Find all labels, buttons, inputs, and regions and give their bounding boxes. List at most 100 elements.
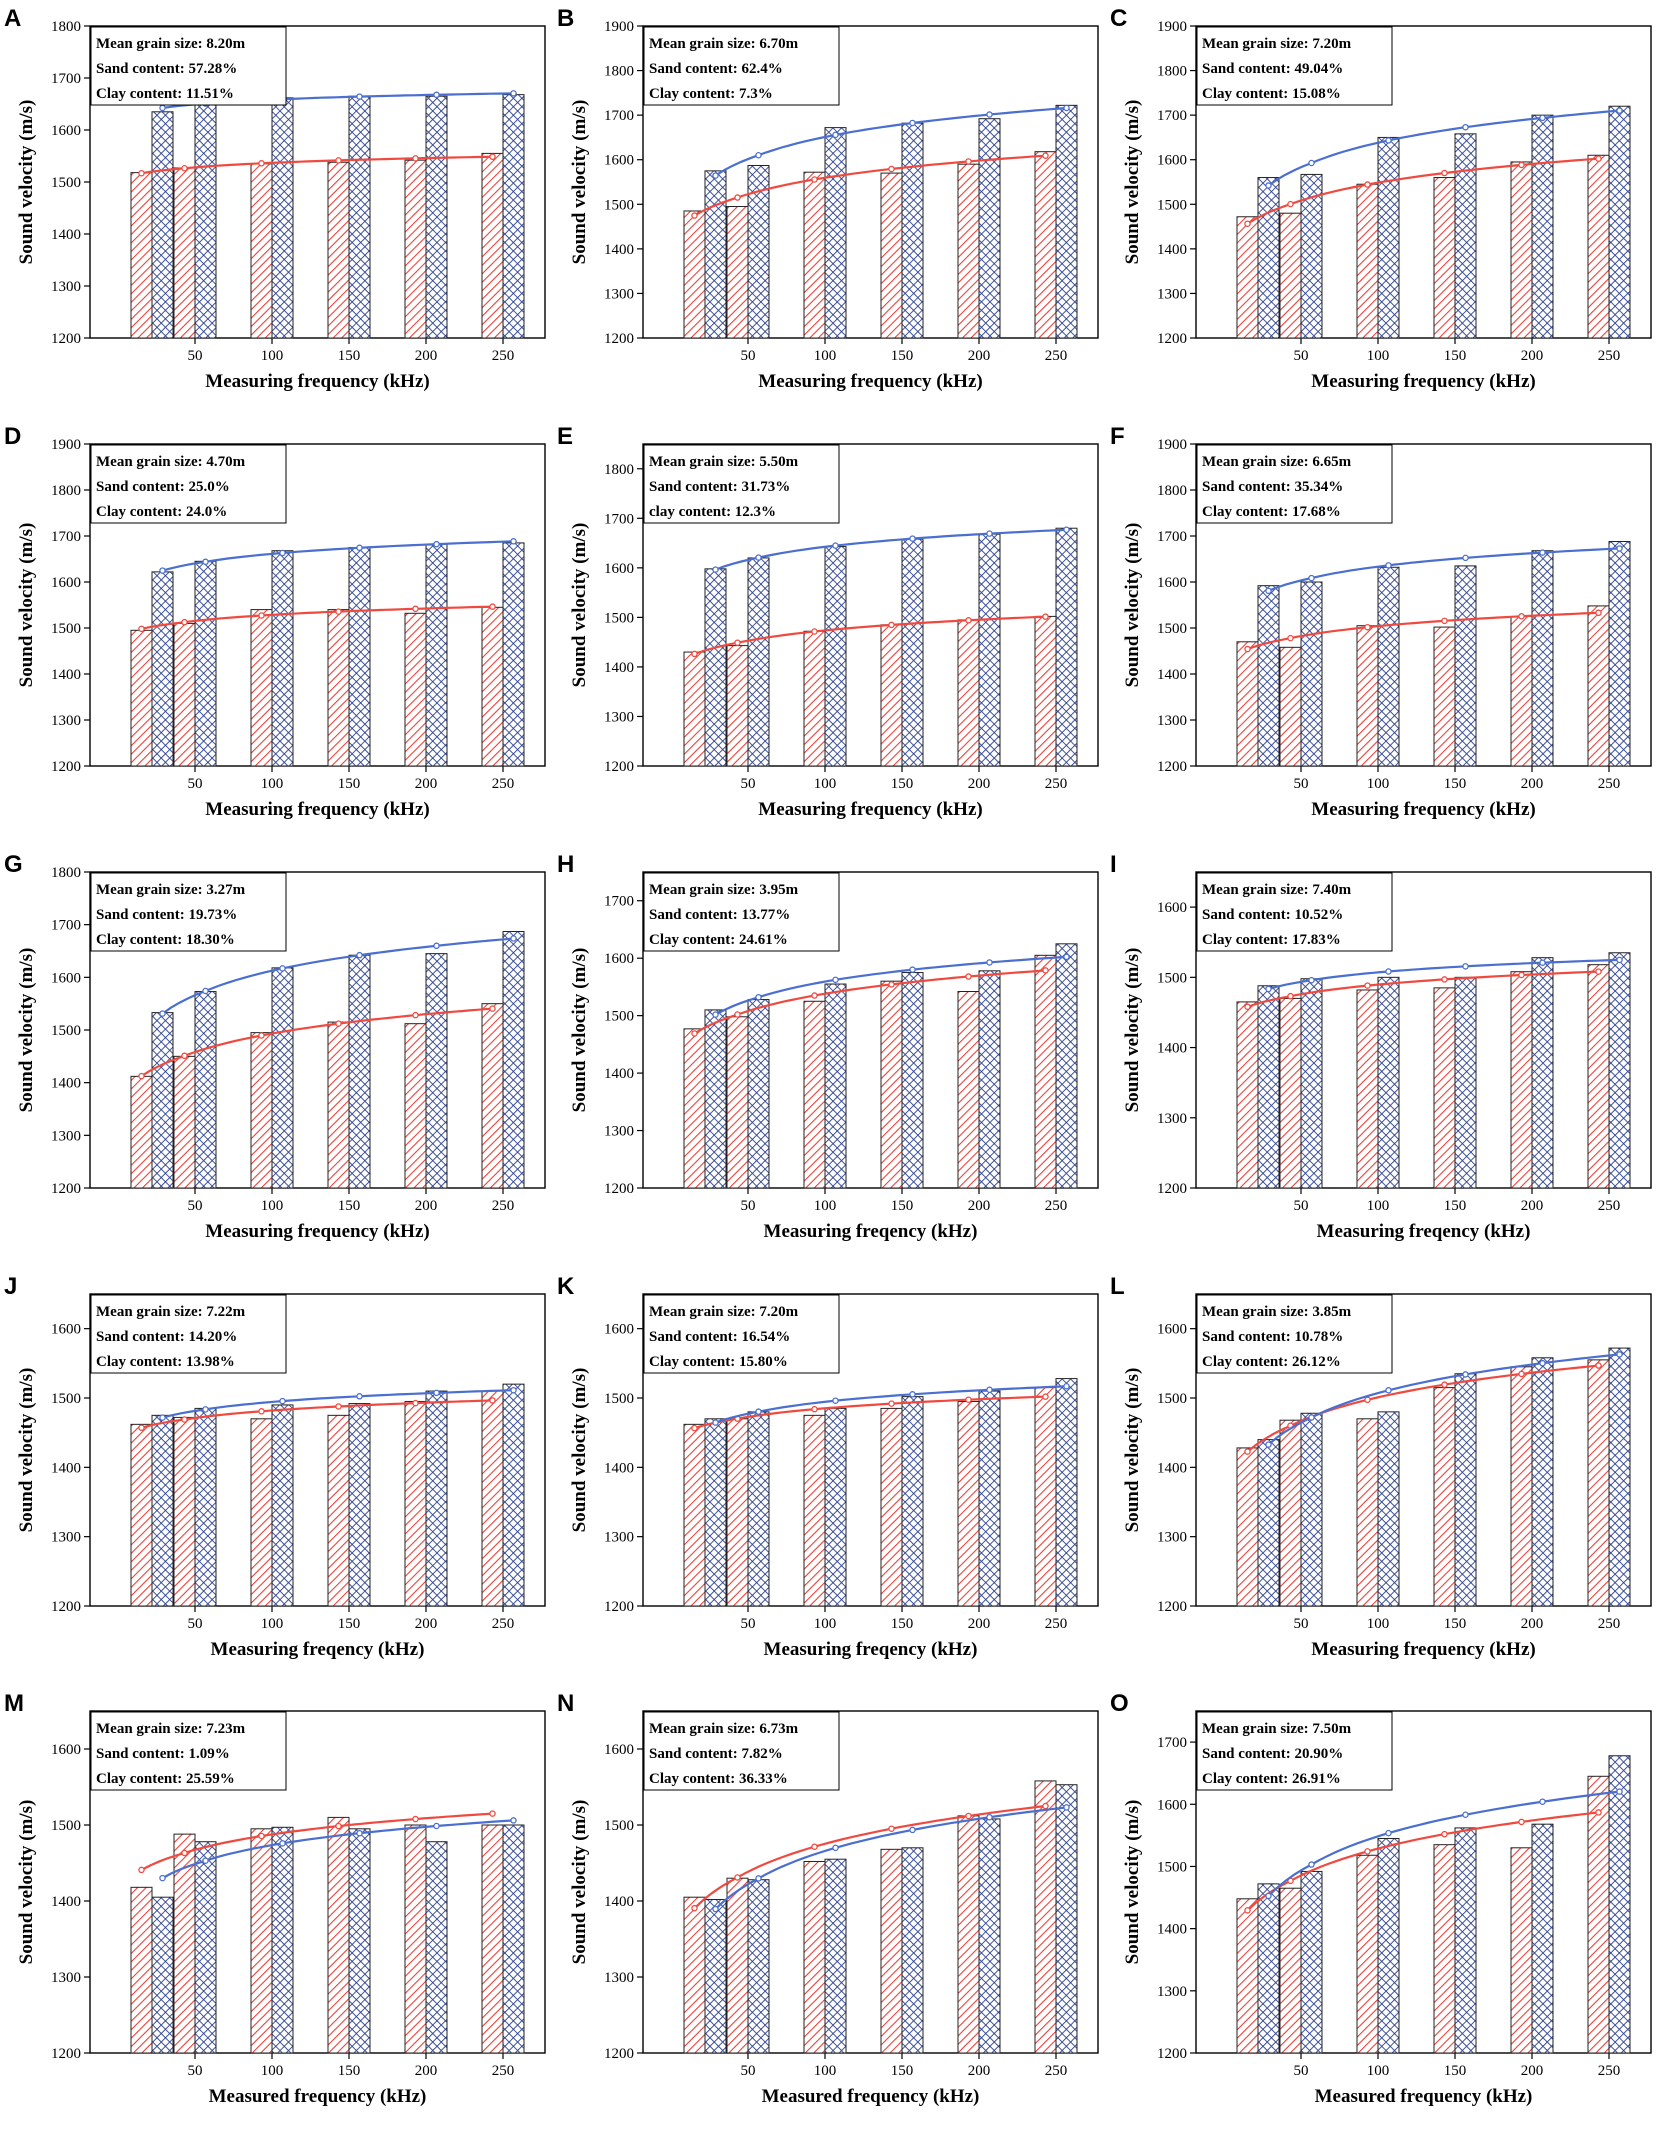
fit-line-red-marker — [1595, 968, 1602, 975]
fit-line-red-marker — [734, 639, 741, 646]
x-tick-label: 100 — [814, 776, 837, 792]
bar-blue — [747, 999, 770, 1189]
x-tick-label: 200 — [1521, 776, 1544, 792]
y-tick-label: 1500 — [604, 1009, 634, 1025]
fit-line-red-marker — [1244, 220, 1251, 227]
bar-blue — [194, 1841, 217, 2054]
x-tick-label: 200 — [1521, 2063, 1544, 2079]
annotation-line: Sand content: 14.20% — [96, 1329, 237, 1345]
fit-line-blue-marker — [1539, 549, 1546, 556]
x-tick-label: 200 — [968, 2063, 991, 2079]
x-tick-label: 100 — [261, 2063, 284, 2079]
annotation-box: Mean grain size: 7.20m Sand content: 16.5… — [643, 1294, 840, 1374]
bar-blue — [348, 95, 371, 339]
bar-blue — [1531, 1823, 1554, 2054]
fit-line-red-marker — [1518, 613, 1525, 620]
y-tick-label: 1700 — [51, 918, 81, 934]
fit-line-red-marker — [691, 212, 698, 219]
annotation-frame — [643, 26, 840, 106]
fit-line-blue-marker — [909, 1391, 916, 1398]
bar-blue — [824, 127, 847, 339]
panel-O: O 1200 1300 1400 1500 1600 1700 50 100 150 200 250 M… — [1110, 1690, 1652, 2107]
y-tick-label: 1200 — [51, 1181, 81, 1197]
bar-blue — [978, 533, 1001, 767]
annotation-frame — [1196, 444, 1393, 524]
fit-line-red-marker — [335, 1020, 342, 1027]
bar-blue — [747, 1879, 770, 2054]
panel-K: K 1200 1300 1400 1500 1600 50 100 150 200 250 Measu… — [557, 1273, 1099, 1660]
y-tick-label: 1600 — [604, 1742, 634, 1758]
y-tick-label: 1200 — [604, 2046, 634, 2062]
fit-line-blue-marker — [279, 1397, 286, 1405]
y-tick-label: 1400 — [604, 1894, 634, 1910]
bar-red — [404, 612, 427, 767]
bar-red — [1587, 1359, 1610, 1607]
y-axis-title: Sound velocity (m/s) — [569, 948, 590, 1113]
fit-line-blue-marker — [159, 1414, 166, 1421]
bar-red — [1279, 997, 1302, 1189]
fit-line-blue-marker — [712, 1419, 719, 1426]
x-axis-title: Measured frequency (kHz) — [1315, 2086, 1533, 2107]
fit-line-red-marker — [412, 1399, 419, 1407]
fit-line-blue-marker — [159, 1010, 166, 1017]
fit-line-blue — [715, 528, 1067, 571]
annotation-line: Mean grain size: 5.50m — [649, 454, 799, 470]
fit-line-red-marker — [888, 621, 895, 629]
plot-frame — [1195, 443, 1652, 767]
fit-line-red-marker — [888, 165, 895, 173]
plot-frame — [642, 443, 1099, 767]
x-axis-title: Measuring frequency (kHz) — [205, 371, 429, 392]
fit-line-blue-marker — [832, 1397, 839, 1404]
fit-line-blue-marker — [909, 535, 916, 542]
x-axis-title: Measuring freqency (kHz) — [764, 1221, 978, 1242]
y-tick-label: 1300 — [604, 1124, 634, 1140]
bar-blue — [747, 1411, 770, 1607]
bar-blue — [1377, 566, 1400, 767]
annotation-line: Mean grain size: 3.85m — [1202, 1304, 1352, 1320]
y-tick-label: 1300 — [1157, 1984, 1187, 2000]
fit-line-red-marker — [181, 618, 188, 626]
fit-line-blue-marker — [1265, 1441, 1272, 1448]
bar-red — [327, 1414, 350, 1607]
bar-red — [327, 1021, 350, 1189]
fit-line-blue-marker — [986, 1386, 993, 1394]
fit-line-blue-marker — [909, 119, 916, 127]
bar-blue — [151, 1414, 174, 1607]
y-axis-title: Sound velocity (m/s) — [16, 100, 37, 265]
x-tick-label: 50 — [1294, 2063, 1309, 2079]
annotation-frame — [1196, 1711, 1393, 1791]
fit-line-red-marker — [1595, 1809, 1602, 1816]
bar-red — [683, 1423, 706, 1607]
bar-blue — [1531, 957, 1554, 1189]
x-axis-title: Measuring frequency (kHz) — [1311, 1639, 1535, 1660]
bar-blue — [1531, 550, 1554, 767]
y-tick-label: 1400 — [604, 1066, 634, 1082]
fit-line-blue-marker — [1539, 1798, 1546, 1805]
bar-red — [481, 1390, 504, 1607]
fit-line-red-marker — [1287, 200, 1294, 208]
y-axis-title: Sound velocity (m/s) — [16, 1368, 37, 1533]
bar-blue — [1454, 976, 1477, 1189]
bar-blue — [194, 98, 217, 339]
panel-F: F 1200 1300 1400 1500 1600 1700 1800 1900 50 100 15… — [1110, 423, 1652, 820]
x-tick-label: 100 — [814, 1198, 837, 1214]
bar-blue — [1055, 943, 1078, 1189]
fit-line-red-marker — [1042, 1393, 1049, 1400]
x-tick-label: 250 — [492, 348, 515, 364]
y-tick-label: 1200 — [51, 2046, 81, 2062]
annotation-box: Mean grain size: 3.95m Sand content: 13.7… — [643, 872, 840, 952]
fit-line-red-marker — [811, 992, 818, 999]
x-tick-label: 150 — [1444, 1198, 1467, 1214]
fit-line-red-marker — [489, 1810, 496, 1817]
fit-line-blue-marker — [832, 1844, 839, 1852]
bar-red — [1279, 1887, 1302, 2054]
fit-line-red-marker — [1595, 155, 1602, 162]
fit-line-red-marker — [1244, 645, 1251, 653]
y-tick-label: 1300 — [604, 1970, 634, 1986]
fit-line-red-marker — [138, 625, 145, 633]
annotation-line: Mean grain size: 7.50m — [1202, 1721, 1352, 1737]
fit-line-red-marker — [489, 1005, 496, 1012]
bar-blue — [1531, 114, 1554, 339]
bar-red — [1433, 1844, 1456, 2054]
bar-blue — [1300, 1412, 1323, 1607]
